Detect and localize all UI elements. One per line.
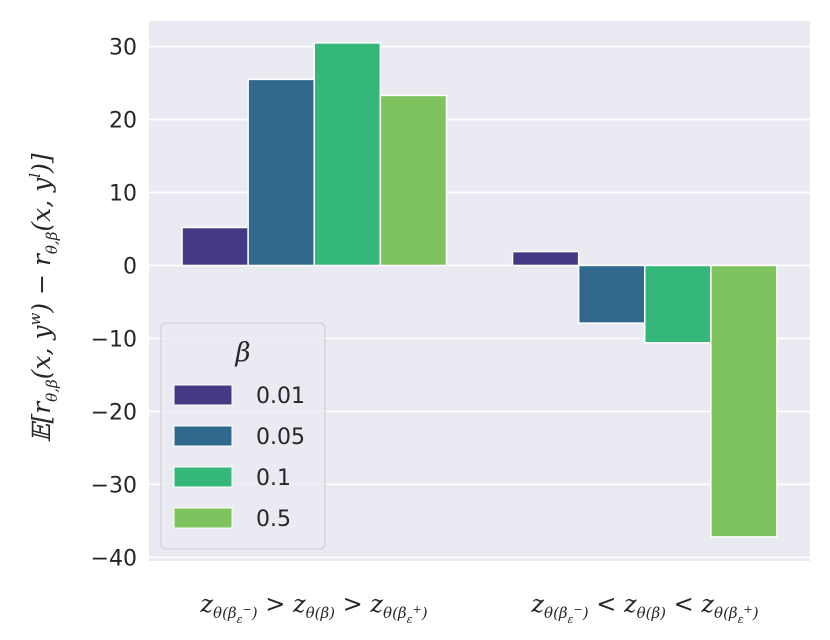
bar-0.1-cat2 [644, 264, 712, 344]
legend-label-0.5: 0.5 [256, 507, 291, 532]
bar-0.01-cat2 [511, 250, 580, 267]
bar-0.01-cat1 [181, 226, 249, 267]
legend-swatch-0.5 [173, 507, 233, 529]
legend-items: 0.01 0.05 0.1 0.5 [173, 384, 305, 532]
y-tick-label: −20 [91, 400, 137, 425]
y-axis-label: 𝔼[rθ,β(x, yw) − rθ,β(x, yl)] [26, 153, 61, 442]
bars [181, 42, 778, 538]
bar-0.5-cat1 [379, 94, 448, 267]
bar-0.1-cat1 [313, 42, 382, 267]
x-category-label-2: zθ(βε−) < zθ(β) < zθ(βε+) [530, 590, 758, 626]
y-tick-label: −10 [91, 327, 137, 352]
y-tick-labels: 30 20 10 0 −10 −20 −30 −40 [91, 36, 137, 572]
x-category-label-1: zθ(βε−) > zθ(β) > zθ(βε+) [199, 590, 427, 626]
bar-0.05-cat2 [577, 264, 646, 324]
legend-label-0.05: 0.05 [256, 425, 305, 450]
y-tick-label: 10 [109, 181, 137, 206]
y-tick-label: 30 [109, 36, 137, 61]
y-tick-label: −40 [91, 546, 137, 571]
y-tick-label: 20 [109, 109, 137, 134]
bar-0.05-cat1 [247, 78, 315, 267]
y-tick-label: 0 [123, 254, 137, 279]
legend: β 0.01 0.05 0.1 0.5 [160, 322, 326, 550]
legend-swatch-0.01 [173, 384, 233, 406]
legend-label-0.01: 0.01 [256, 384, 305, 409]
legend-box [160, 322, 326, 550]
legend-swatch-0.05 [173, 425, 233, 447]
legend-label-0.1: 0.1 [256, 466, 291, 491]
y-tick-label: −30 [91, 473, 137, 498]
bar-0.5-cat2 [710, 264, 778, 538]
legend-swatch-0.1 [173, 466, 233, 488]
legend-title: β [234, 338, 250, 368]
